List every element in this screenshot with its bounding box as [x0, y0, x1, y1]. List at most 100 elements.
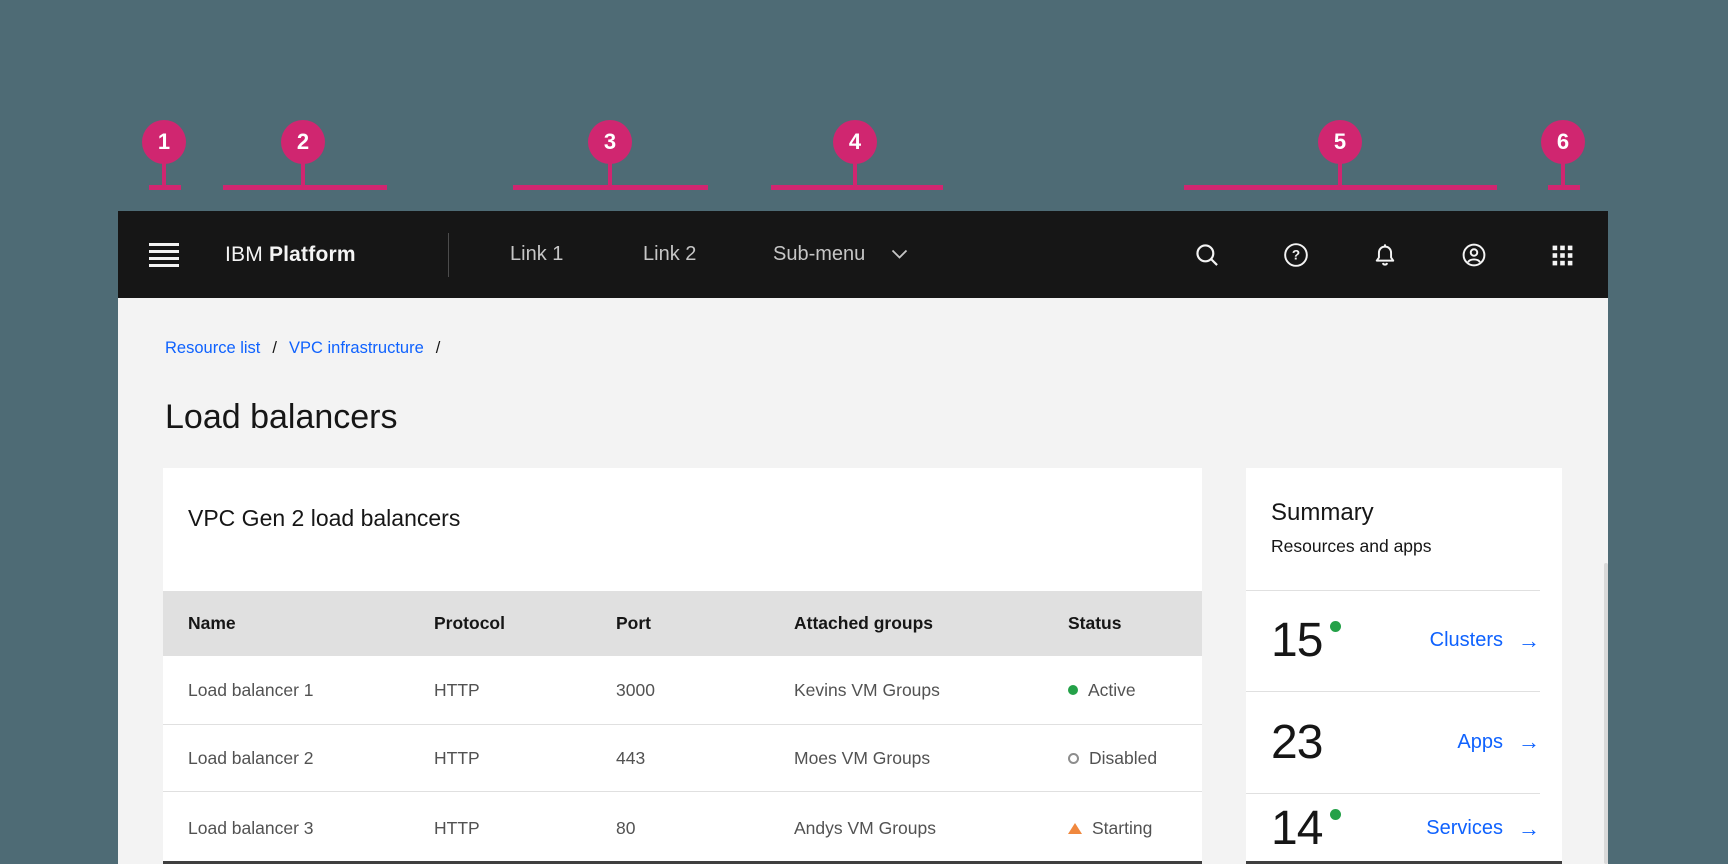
nav-link-2[interactable]: Link 2	[643, 211, 696, 298]
green-status-dot-icon	[1330, 809, 1342, 820]
summary-count: 15	[1271, 614, 1323, 667]
card-bottom-cut	[1246, 861, 1562, 864]
callout-label: 6	[1556, 129, 1570, 154]
arrow-right-icon: →	[1518, 815, 1540, 841]
cell-port: 443	[616, 747, 646, 768]
cell-attached-groups: Kevins VM Groups	[794, 679, 940, 700]
status-starting-triangle-icon	[1068, 822, 1082, 834]
summary-value: 23	[1271, 715, 1323, 770]
callout-line-6	[1548, 185, 1580, 190]
cell-attached-groups: Andys VM Groups	[794, 817, 936, 838]
column-header-port: Port	[616, 613, 651, 633]
status-disabled-ring-icon	[1068, 752, 1079, 764]
apps-link[interactable]: Apps →	[1457, 731, 1540, 754]
page-content: Resource list / VPC infrastructure / Loa…	[118, 298, 1608, 864]
table-row: Load balancer 1 HTTP 3000 Kevins VM Grou…	[163, 656, 1202, 724]
status-label: Starting	[1092, 817, 1153, 838]
nav-link-label: Link 1	[510, 243, 564, 265]
clusters-link[interactable]: Clusters →	[1430, 629, 1540, 652]
status-badge: Active	[1068, 680, 1202, 701]
notifications-button[interactable]	[1361, 231, 1409, 279]
table-row: Load balancer 2 HTTP 443 Moes VM Groups …	[163, 724, 1202, 791]
cell-name: Load balancer 3	[188, 817, 314, 838]
summary-value: 14	[1271, 801, 1342, 856]
breadcrumb-separator: /	[435, 339, 441, 357]
vertical-scrollbar[interactable]	[1604, 563, 1608, 864]
nav-link-label: Link 2	[643, 243, 697, 265]
status-label: Active	[1088, 679, 1136, 700]
callout-stem-3	[608, 161, 612, 187]
callout-stem-5	[1338, 161, 1342, 187]
table-body: Load balancer 1 HTTP 3000 Kevins VM Grou…	[163, 656, 1202, 861]
user-avatar-icon	[1462, 243, 1486, 267]
breadcrumb-link-resource-list[interactable]: Resource list	[165, 339, 261, 357]
search-icon	[1196, 244, 1218, 266]
breadcrumb-separator: /	[272, 339, 277, 357]
green-status-dot-icon	[1330, 621, 1342, 632]
summary-card: Summary Resources and apps 15 Clusters →…	[1246, 468, 1562, 864]
summary-row-apps: 23 Apps →	[1246, 691, 1562, 793]
cell-port: 3000	[616, 679, 655, 700]
callout-marker-4: 4	[833, 120, 877, 164]
chevron-down-icon	[891, 249, 908, 260]
column-header-attached-groups: Attached groups	[794, 613, 934, 633]
app-switcher-button[interactable]	[1538, 231, 1586, 279]
cell-port: 80	[616, 817, 636, 838]
user-profile-button[interactable]	[1450, 231, 1498, 279]
callout-label: 2	[296, 129, 310, 154]
summary-link-label: Services	[1426, 817, 1503, 839]
brand-link[interactable]: IBM Platform	[225, 211, 356, 298]
services-link[interactable]: Services →	[1426, 817, 1540, 840]
nav-submenu[interactable]: Sub-menu	[773, 211, 908, 298]
help-icon: ?	[1284, 243, 1308, 267]
help-button[interactable]: ?	[1272, 231, 1320, 279]
callout-line-1	[149, 185, 181, 190]
ui-shell-header: IBM Platform Link 1 Link 2 Sub-menu ?	[118, 211, 1608, 298]
cell-name: Load balancer 2	[188, 747, 314, 768]
callout-line-5	[1184, 185, 1497, 190]
table-header-row: Name Protocol Port Attached groups Statu…	[163, 591, 1202, 656]
callout-label: 4	[848, 129, 862, 154]
callout-marker-1: 1	[142, 120, 186, 164]
callout-line-3	[513, 185, 708, 190]
brand-suffix: Platform	[268, 242, 356, 266]
summary-count: 14	[1271, 802, 1323, 855]
status-badge: Starting	[1068, 818, 1202, 839]
callout-stem-2	[301, 161, 305, 187]
status-active-dot-icon	[1068, 685, 1078, 695]
summary-subtitle: Resources and apps	[1271, 536, 1432, 556]
status-label: Disabled	[1089, 747, 1158, 768]
callout-line-4	[771, 185, 943, 190]
page-title: Load balancers	[165, 397, 398, 436]
table-row: Load balancer 3 HTTP 80 Andys VM Groups …	[163, 791, 1202, 864]
summary-title: Summary	[1271, 499, 1374, 526]
cell-attached-groups: Moes VM Groups	[794, 747, 931, 768]
callout-marker-6: 6	[1541, 120, 1585, 164]
callout-stem-1	[162, 161, 166, 187]
callout-stem-6	[1561, 161, 1565, 187]
summary-divider	[1246, 793, 1540, 794]
breadcrumb-link-vpc-infrastructure[interactable]: VPC infrastructure	[288, 339, 424, 357]
search-button[interactable]	[1183, 231, 1231, 279]
hamburger-menu-button[interactable]	[140, 231, 188, 279]
callout-label: 5	[1333, 129, 1347, 154]
notifications-icon	[1375, 244, 1395, 266]
summary-count: 23	[1271, 715, 1323, 769]
cell-protocol: HTTP	[434, 817, 480, 838]
callout-marker-5: 5	[1318, 120, 1362, 164]
summary-value: 15	[1271, 613, 1342, 668]
callout-line-2	[223, 185, 387, 190]
brand-prefix: IBM	[225, 242, 263, 266]
menu-icon	[149, 243, 179, 246]
column-header-status: Status	[1068, 613, 1122, 633]
callout-label: 3	[603, 129, 617, 154]
nav-link-1[interactable]: Link 1	[510, 211, 563, 298]
summary-row-clusters: 15 Clusters →	[1246, 590, 1562, 691]
callout-stem-4	[853, 161, 857, 187]
callout-marker-3: 3	[588, 120, 632, 164]
callout-marker-2: 2	[281, 120, 325, 164]
app-switcher-icon	[1552, 245, 1572, 265]
load-balancers-card: VPC Gen 2 load balancers Name Protocol P…	[163, 468, 1202, 864]
summary-link-label: Clusters	[1429, 629, 1503, 651]
svg-text:?: ?	[1292, 248, 1300, 263]
